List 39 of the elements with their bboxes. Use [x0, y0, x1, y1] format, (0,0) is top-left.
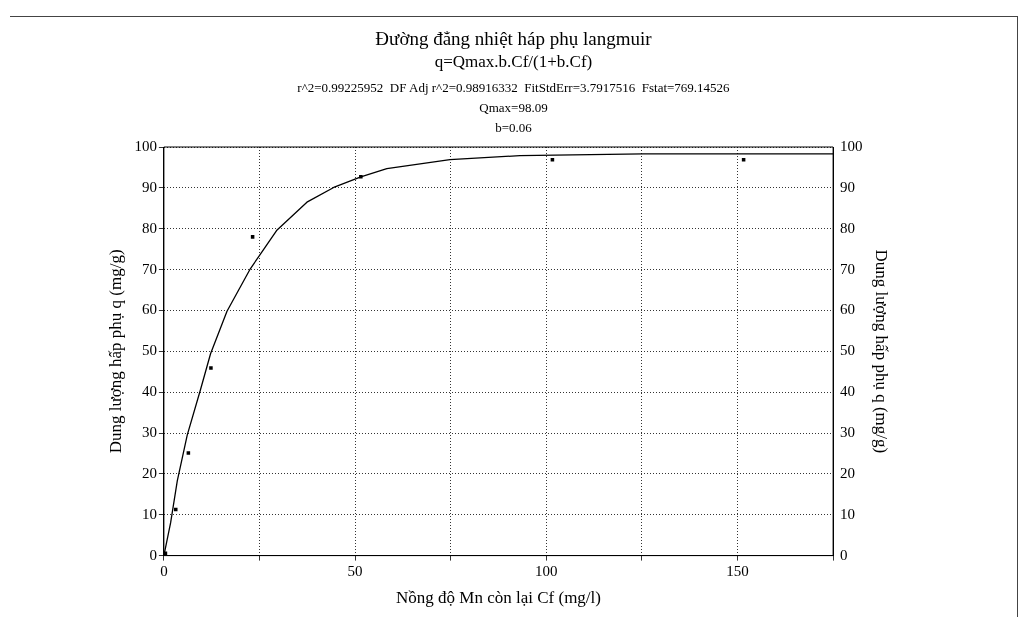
y2-tick-label: 80 — [840, 219, 856, 236]
chart-title: Đường đẳng nhiệt háp phụ langmuir — [374, 28, 653, 50]
text: Qmax=98.09 — [478, 100, 549, 116]
x-axis-title: Nồng độ Mn còn lại Cf (mg/l) — [396, 588, 601, 608]
y2-tick-label: 90 — [840, 178, 856, 195]
x-tick-label: 0 — [160, 562, 168, 579]
y-tick-label: 100 — [134, 137, 157, 154]
x-tick-label: 100 — [535, 562, 558, 579]
y-tick-label: 40 — [141, 383, 157, 400]
text: b=0.06 — [494, 120, 533, 136]
y-tick-label: 60 — [141, 301, 157, 318]
x-tick-label: 50 — [347, 562, 363, 579]
y-tick-label: 20 — [141, 464, 157, 481]
y-axis-title: Dung lượng hấp phụ q (mg/g) — [105, 249, 125, 454]
y2-tick-label: 70 — [840, 260, 856, 277]
y-tick-label: 70 — [141, 260, 157, 277]
y-tick-label: 50 — [141, 342, 157, 359]
chart-subtitle: q=Qmax.b.Cf/(1+b.Cf) — [433, 52, 594, 72]
y2-tick-label: 10 — [840, 505, 856, 522]
y-tick-label: 90 — [141, 178, 157, 195]
x-tick-label: 150 — [726, 562, 749, 579]
y-tick-label: 0 — [149, 546, 157, 563]
y2-tick-label: 100 — [840, 137, 863, 154]
y2-axis-title: Dung lượng hấp phụ q (mg/g) — [872, 249, 892, 454]
point — [250, 235, 255, 239]
y2-tick-label: 60 — [840, 301, 856, 318]
y-tick-label: 30 — [141, 423, 157, 440]
y2-tick-label: 30 — [840, 423, 856, 440]
y2-tick-label: 20 — [840, 464, 856, 481]
point — [209, 366, 213, 370]
y2-tick-label: 50 — [840, 342, 856, 359]
text: r^2=0.99225952 DF Adj r^2=0.98916332 FitStdErr=3.7917516 Fstat=769.14526 — [296, 80, 731, 96]
point — [186, 451, 191, 455]
y2-tick-label: 0 — [840, 546, 848, 563]
y-tick-label: 10 — [141, 505, 157, 522]
y-tick-label: 80 — [141, 219, 157, 236]
y2-tick-label: 40 — [840, 383, 856, 400]
point — [359, 175, 363, 179]
point — [173, 507, 178, 512]
